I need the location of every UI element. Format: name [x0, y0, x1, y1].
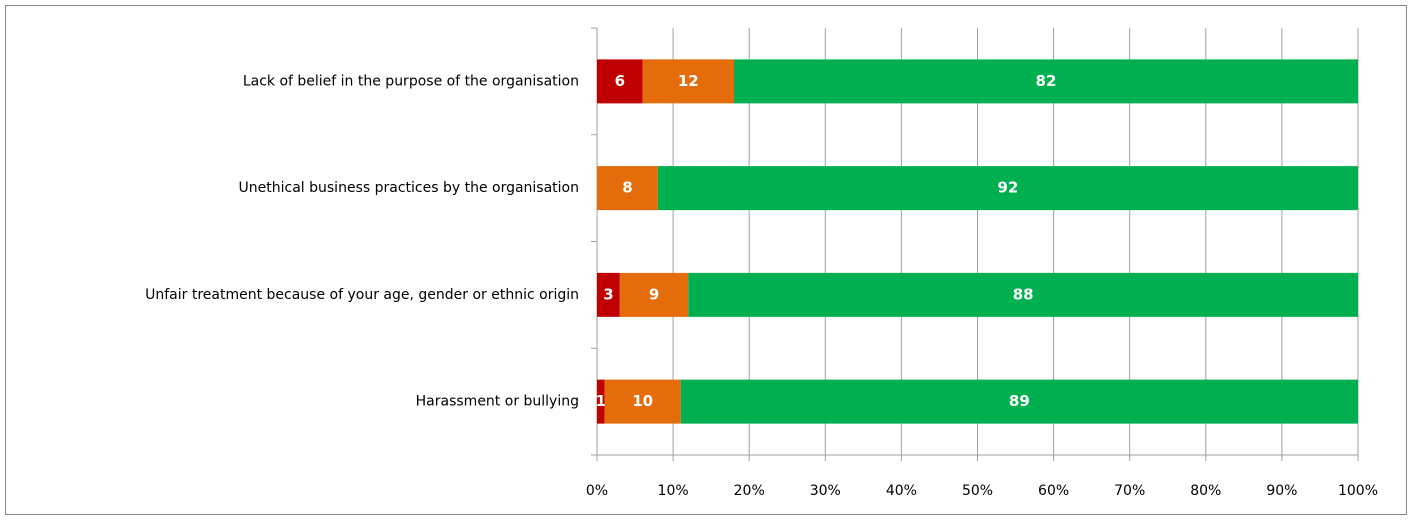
- x-tick-label: 0%: [586, 483, 608, 499]
- x-tick-label: 90%: [1266, 483, 1297, 499]
- x-tick-label: 10%: [658, 483, 689, 499]
- value-label: 12: [678, 72, 699, 90]
- y-tick-label: Harassment or bullying: [416, 394, 579, 410]
- x-tick-label: 30%: [810, 483, 841, 499]
- x-tick-label: 100%: [1338, 483, 1378, 499]
- value-label: 8: [622, 179, 632, 197]
- bar-segment: [680, 379, 1358, 424]
- value-label: 1: [596, 392, 606, 410]
- value-label: 9: [649, 285, 659, 303]
- bar-segment: [619, 272, 689, 317]
- bar-segment: [597, 272, 620, 317]
- x-tick-label: 80%: [1190, 483, 1221, 499]
- bar-segment: [597, 166, 658, 211]
- bar-segment: [657, 166, 1358, 211]
- value-label: 92: [998, 179, 1019, 197]
- bar-segment: [597, 379, 605, 424]
- bar-segment: [597, 59, 643, 104]
- x-tick-label: 60%: [1038, 483, 1069, 499]
- x-tick-label: 70%: [1114, 483, 1145, 499]
- value-label: 89: [1009, 392, 1030, 410]
- bar-segment: [642, 59, 734, 104]
- x-tick-label: 20%: [734, 483, 765, 499]
- x-tick-label: 50%: [962, 483, 993, 499]
- value-label: 6: [615, 72, 625, 90]
- value-label: 3: [603, 285, 613, 303]
- y-tick-label: Unfair treatment because of your age, ge…: [145, 287, 579, 303]
- y-tick-label: Unethical business practices by the orga…: [239, 180, 579, 196]
- bar-segment: [688, 272, 1358, 317]
- bar-segment: [733, 59, 1358, 104]
- bar-segment: [604, 379, 681, 424]
- value-label: 10: [632, 392, 653, 410]
- value-label: 82: [1036, 72, 1057, 90]
- x-tick-label: 40%: [886, 483, 917, 499]
- value-label: 88: [1013, 285, 1034, 303]
- y-tick-label: Lack of belief in the purpose of the org…: [243, 73, 579, 89]
